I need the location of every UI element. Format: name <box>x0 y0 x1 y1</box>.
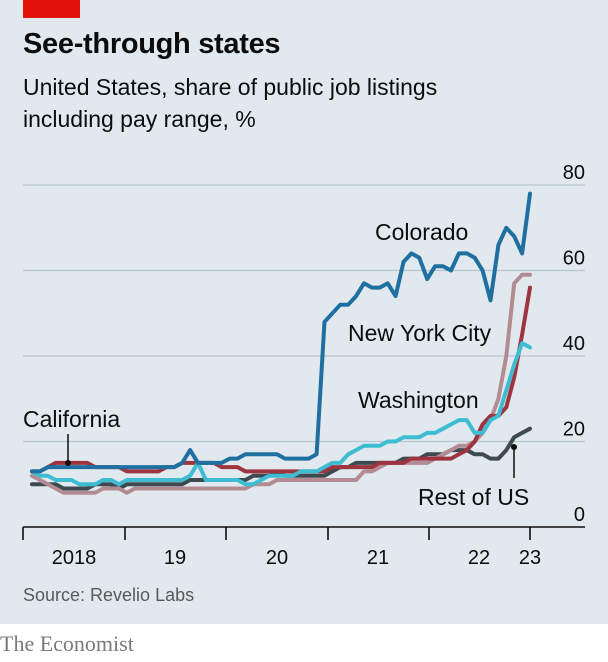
subtitle-line-1: United States, share of public job listi… <box>23 74 438 100</box>
y-tick-label: 40 <box>563 333 585 355</box>
y-tick-label: 20 <box>563 419 585 441</box>
x-tick-label: 22 <box>468 547 490 569</box>
x-tick-label: 20 <box>266 547 288 569</box>
series-line-series-1 <box>30 272 532 495</box>
chart-subtitle: United States, share of public job listi… <box>23 71 543 135</box>
label-colorado: Colorado <box>375 219 468 245</box>
series-annotations: Colorado New York City Washington Californi… <box>23 219 529 510</box>
chart-panel <box>0 0 608 624</box>
y-axis-labels: 0 20 40 60 80 <box>563 162 585 526</box>
x-tick-label: 21 <box>367 547 389 569</box>
x-tick-label: 23 <box>519 547 541 569</box>
brand-red-tag <box>23 0 80 18</box>
y-tick-label: 60 <box>563 248 585 270</box>
series-lines <box>30 191 532 495</box>
source-note: Source: Revelio Labs <box>23 585 195 605</box>
subtitle-line-2: including pay range, % <box>23 106 256 132</box>
y-tick-label: 80 <box>563 162 585 184</box>
label-new-york-city: New York City <box>348 320 492 346</box>
series-line-colorado <box>30 191 532 474</box>
series-line-california <box>30 285 532 474</box>
series-line-washington <box>30 341 532 487</box>
x-tick-label: 2018 <box>52 547 97 569</box>
label-rest-of-us: Rest of US <box>418 484 529 510</box>
x-tick-label: 19 <box>164 547 186 569</box>
gridlines <box>23 184 585 443</box>
x-axis: 2018 19 20 21 22 23 <box>22 526 585 569</box>
label-washington: Washington <box>358 387 479 413</box>
y-tick-label: 0 <box>574 504 585 526</box>
leader-dot-rest-of-us <box>511 444 517 450</box>
leader-dot-california <box>65 460 71 466</box>
label-california: California <box>23 406 120 432</box>
chart-title: See-through states <box>23 28 281 60</box>
line-chart: 0 20 40 60 80 2018 19 20 21 22 23 Colorado New Yor… <box>22 162 585 569</box>
brand-wordmark: The Economist <box>0 631 134 656</box>
